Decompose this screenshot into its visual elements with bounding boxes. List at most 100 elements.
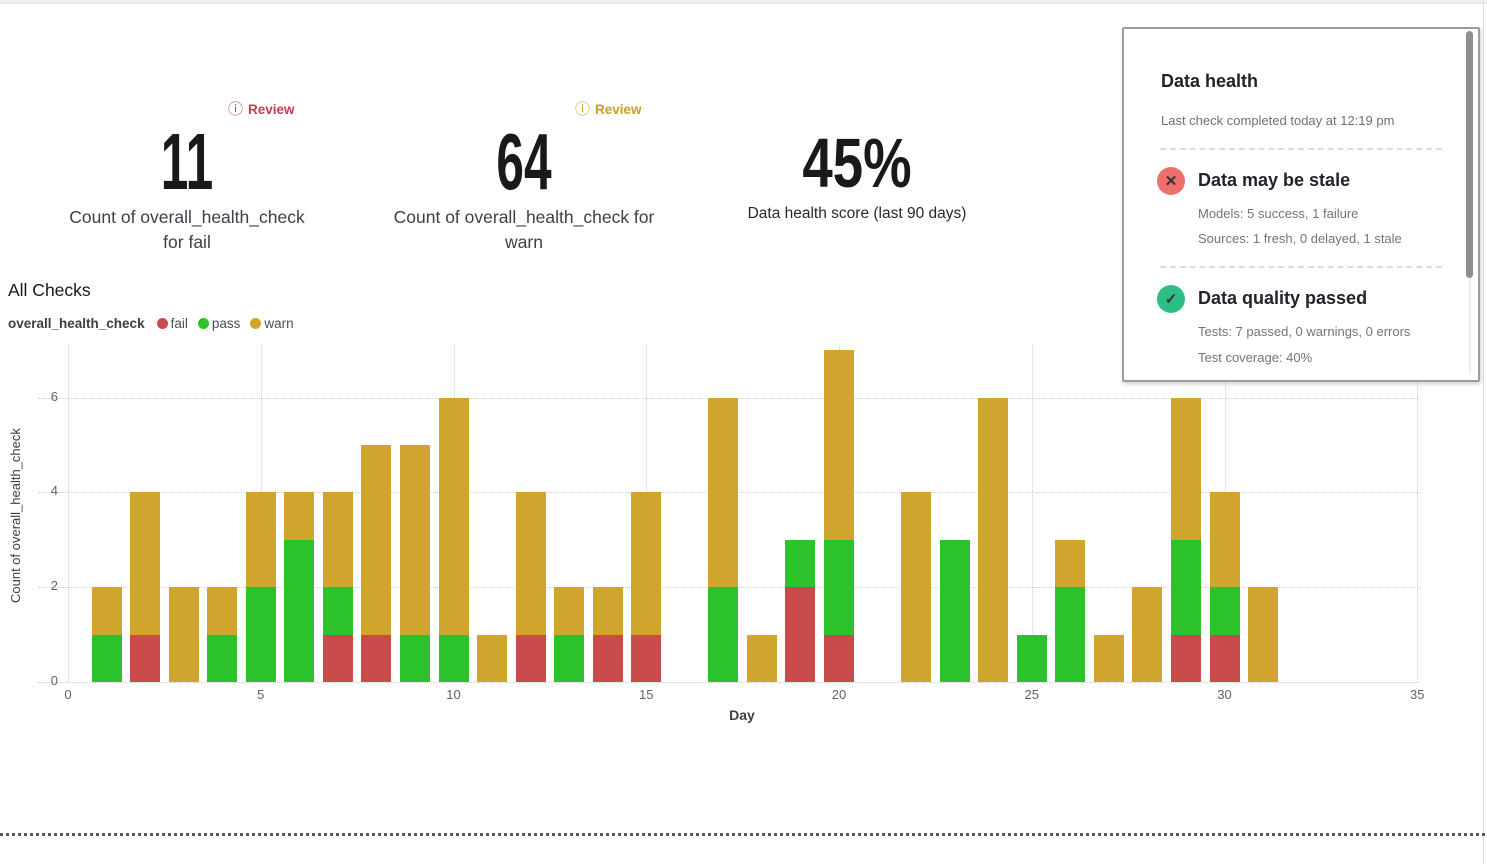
bar-day-2-warn[interactable]: [130, 492, 161, 635]
info-icon: ⓘ: [575, 101, 591, 118]
bar-day-29-warn[interactable]: [1170, 397, 1201, 540]
bar-day-27-warn[interactable]: [1093, 634, 1124, 682]
status-line-models: Models: 5 success, 1 failure: [1198, 206, 1359, 221]
panel-divider: [1160, 266, 1442, 268]
bar-day-15-fail[interactable]: [631, 634, 662, 682]
bar-day-22-warn[interactable]: [901, 492, 932, 682]
status-title-stale: Data may be stale: [1198, 170, 1351, 190]
bar-day-9-warn[interactable]: [399, 445, 430, 635]
bar-day-10-pass[interactable]: [438, 634, 469, 682]
section-title-all-checks: All Checks: [8, 280, 91, 300]
metric-caption-health-score: Data health score (last 90 days): [707, 204, 1007, 224]
status-line-coverage: Test coverage: 40%: [1198, 350, 1313, 365]
bar-day-11-warn[interactable]: [477, 634, 508, 682]
bottom-dotted-separator: [0, 833, 1487, 836]
bar-day-14-fail[interactable]: [592, 634, 623, 682]
bar-day-25-pass[interactable]: [1016, 634, 1047, 682]
bar-day-6-pass[interactable]: [284, 539, 315, 682]
bar-day-6-warn[interactable]: [284, 492, 315, 540]
bar-day-5-pass[interactable]: [245, 587, 276, 682]
bar-day-15-warn[interactable]: [631, 492, 662, 635]
x-tick-label-35: 35: [1410, 687, 1425, 702]
x-gridline-0: [68, 345, 69, 682]
x-tick-label-10: 10: [446, 687, 461, 702]
metric-caption-line: Data health score (last 90 days): [747, 205, 967, 222]
bar-day-30-pass[interactable]: [1209, 587, 1240, 635]
bar-day-30-fail[interactable]: [1209, 634, 1240, 682]
bar-day-20-warn[interactable]: [824, 350, 854, 540]
data-health-panel: Data health Last check completed today a…: [1122, 27, 1480, 382]
bar-day-7-pass[interactable]: [322, 587, 353, 635]
bar-day-26-pass[interactable]: [1055, 587, 1086, 682]
x-icon: ✕: [1157, 167, 1185, 195]
bar-day-13-warn[interactable]: [554, 587, 585, 635]
panel-title: Data health: [1161, 71, 1259, 91]
page-top-border: [0, 0, 1487, 4]
bar-day-1-warn[interactable]: [91, 587, 122, 635]
y-axis-title: Count of overall_health_check: [8, 428, 23, 604]
metric-value-health-score: 45%: [802, 124, 912, 202]
bar-day-20-fail[interactable]: [824, 634, 854, 682]
bar-day-12-fail[interactable]: [515, 634, 546, 682]
x-gridline-25: [1031, 345, 1033, 682]
bar-day-13-pass[interactable]: [554, 634, 585, 682]
bar-day-26-warn[interactable]: [1055, 539, 1086, 588]
bar-day-31-warn[interactable]: [1248, 587, 1279, 682]
review-badge-warn[interactable]: ⓘ Review: [575, 102, 642, 117]
bar-day-30-warn[interactable]: [1209, 492, 1240, 588]
check-icon-glyph: ✓: [1164, 291, 1178, 308]
bar-day-19-pass[interactable]: [785, 539, 816, 588]
review-badge-fail[interactable]: ⓘ Review: [228, 102, 295, 117]
bar-day-17-warn[interactable]: [708, 397, 739, 588]
metric-caption-warn: Count of overall_health_check for warn: [384, 205, 664, 254]
bar-day-28-warn[interactable]: [1132, 587, 1163, 682]
y-tick-label-4: 4: [50, 483, 58, 499]
bar-day-3-warn[interactable]: [168, 587, 199, 682]
bar-day-9-pass[interactable]: [399, 634, 430, 682]
metric-value-fail: 11: [160, 117, 214, 206]
x-gridline-35: [1417, 345, 1419, 682]
panel-scrollbar-thumb[interactable]: [1466, 31, 1473, 278]
bar-day-19-fail[interactable]: [785, 587, 816, 682]
chart-legend: overall_health_check fail pass warn: [8, 316, 294, 331]
page-right-edge: [1483, 0, 1484, 864]
bar-day-4-warn[interactable]: [207, 587, 238, 635]
bar-day-7-fail[interactable]: [322, 634, 353, 682]
bar-day-7-warn[interactable]: [322, 492, 353, 588]
x-tick-label-5: 5: [257, 687, 265, 702]
x-tick-label-25: 25: [1024, 687, 1039, 702]
bar-day-29-pass[interactable]: [1170, 539, 1201, 635]
bar-day-24-warn[interactable]: [978, 397, 1009, 682]
legend-item-fail[interactable]: fail: [156, 316, 188, 331]
bar-day-23-pass[interactable]: [939, 539, 970, 682]
y-tick-label-0: 0: [50, 673, 58, 688]
bar-day-29-fail[interactable]: [1170, 634, 1201, 682]
bar-day-17-pass[interactable]: [708, 587, 739, 682]
metric-caption-line: Count of overall_health_check for: [393, 207, 655, 227]
bar-day-5-warn[interactable]: [245, 492, 276, 588]
panel-last-check-text: Last check completed today at 12:19 pm: [1161, 113, 1395, 128]
chart-legend-title: overall_health_check: [8, 316, 145, 331]
bar-day-14-warn[interactable]: [592, 587, 623, 635]
bar-day-10-warn[interactable]: [438, 397, 469, 635]
chart-plot: 0 5 10 15 20 25 30 35 0 2 4 6: [38, 345, 1424, 702]
review-badge-label: Review: [595, 102, 642, 117]
bar-day-8-fail[interactable]: [361, 634, 392, 682]
bar-day-20-pass[interactable]: [824, 539, 854, 635]
legend-dot-warn: [250, 318, 262, 329]
legend-item-pass[interactable]: pass: [197, 316, 240, 331]
bar-day-4-pass[interactable]: [207, 634, 238, 682]
legend-label-warn: warn: [264, 316, 294, 331]
metric-caption-line: for fail: [163, 231, 211, 252]
metric-caption-line: warn: [505, 231, 543, 252]
bar-day-8-warn[interactable]: [361, 445, 392, 635]
x-axis-title: Day: [729, 707, 755, 723]
bar-day-12-warn[interactable]: [515, 492, 546, 635]
status-line-tests: Tests: 7 passed, 0 warnings, 0 errors: [1198, 324, 1411, 339]
legend-item-warn[interactable]: warn: [250, 316, 294, 331]
bar-day-18-warn[interactable]: [746, 634, 777, 682]
bar-day-1-pass[interactable]: [91, 634, 122, 682]
x-icon-glyph: ✕: [1164, 173, 1178, 190]
bar-day-2-fail[interactable]: [130, 634, 161, 682]
status-line-sources: Sources: 1 fresh, 0 delayed, 1 stale: [1198, 231, 1402, 246]
